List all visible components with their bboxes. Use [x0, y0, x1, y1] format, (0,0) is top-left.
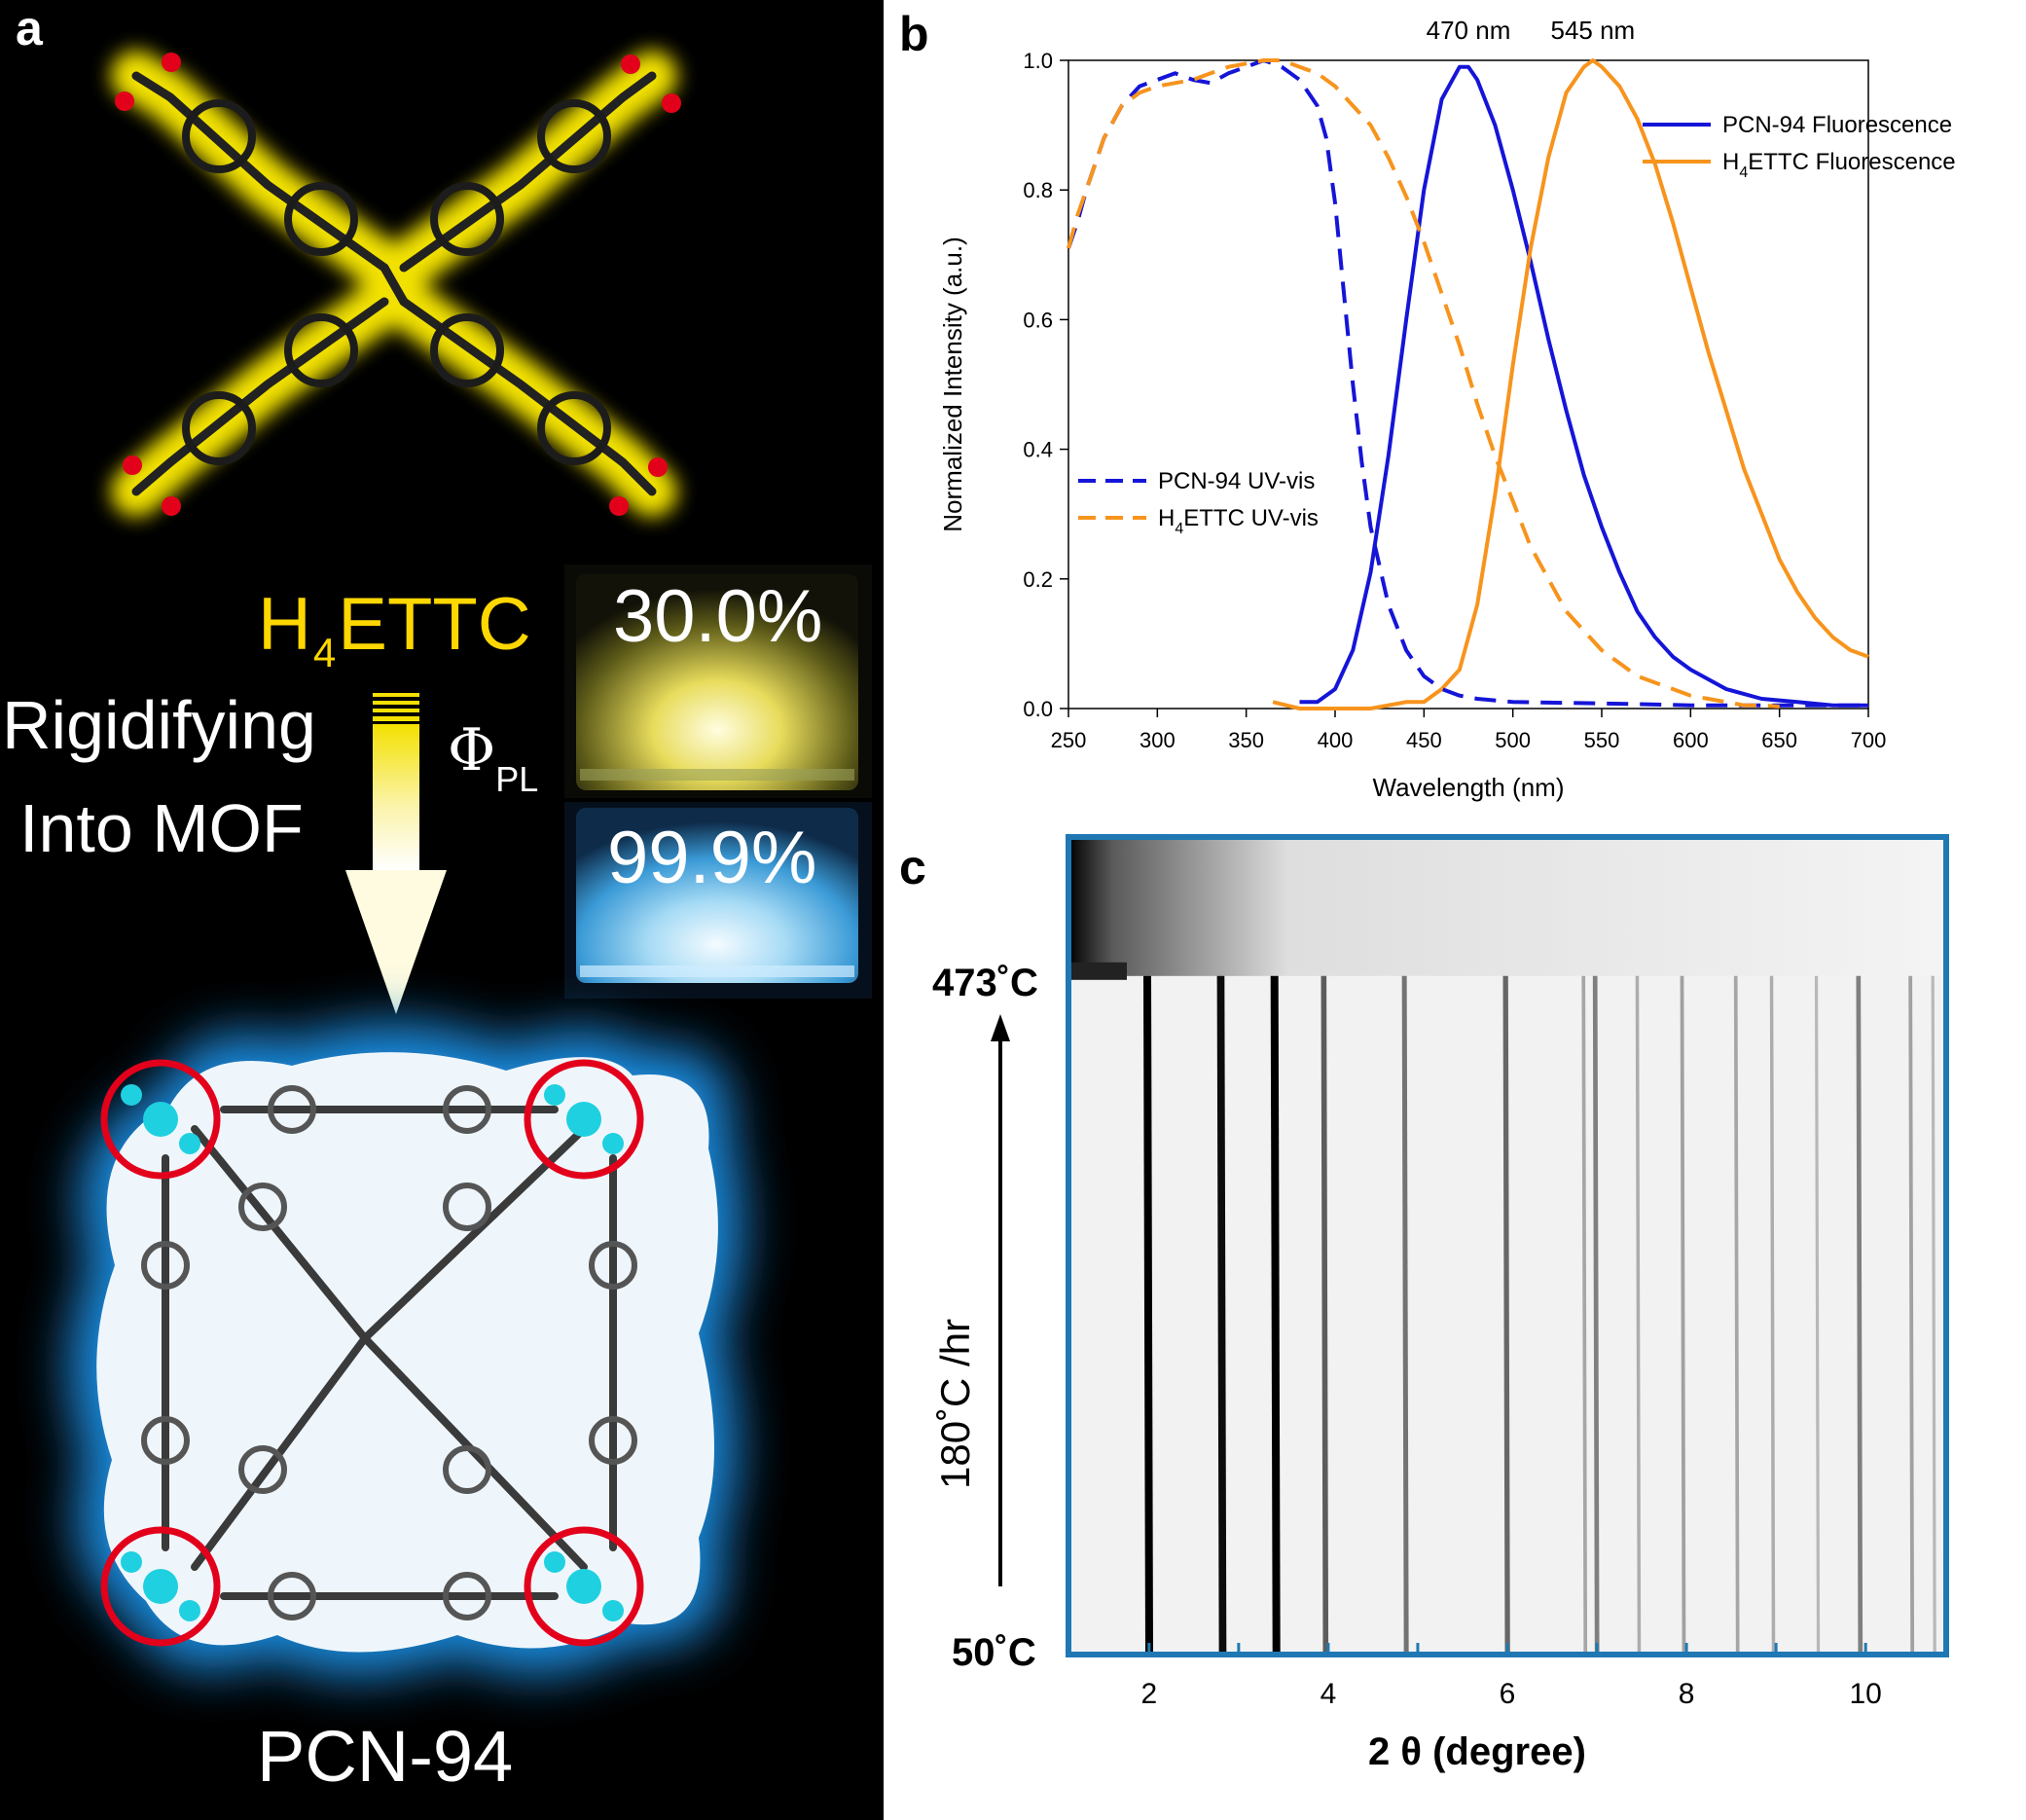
panel-a-letter: a: [16, 1, 43, 55]
plot-frame: [1067, 59, 1869, 710]
diffraction-peak-13: [1814, 975, 1821, 1656]
diffraction-peak-15: [1908, 975, 1915, 1656]
ligand-name-rest: ETTC: [338, 583, 531, 666]
diffraction-peak-10: [1680, 975, 1686, 1656]
x-tick-label: 600: [1673, 728, 1709, 752]
diffraction-peak-4: [1321, 975, 1329, 1656]
y-tick-label: 0.6: [1023, 308, 1053, 332]
vial-ligand-photo: [564, 564, 872, 798]
legend-label-rest: ETTC UV-vis: [1183, 505, 1319, 531]
x-tick-label: 450: [1406, 728, 1442, 752]
process-label-line1: Rigidifying: [2, 687, 316, 763]
diffraction-peak-8: [1592, 975, 1600, 1656]
zr-cluster-top-left: [100, 1059, 221, 1180]
diffraction-peak-12: [1769, 975, 1776, 1656]
y-tick-label: 0.8: [1023, 178, 1053, 202]
legend-center-left: PCN-94 UV-vis H4ETTC UV-vis: [1078, 468, 1319, 537]
x-tick-label: 300: [1140, 728, 1176, 752]
diffraction-peak-11: [1733, 975, 1740, 1656]
diffraction-peak-1: [1142, 975, 1153, 1656]
peak-annotation-1: 470 nm: [1427, 16, 1511, 45]
series-line-4: [1067, 58, 1780, 709]
panel-b-letter: b: [899, 7, 929, 61]
process-label-line2: Into MOF: [19, 790, 304, 866]
diffraction-peak-3: [1270, 975, 1281, 1656]
process-arrow: [345, 693, 447, 1014]
zr-cluster-bottom-right: [524, 1526, 644, 1647]
legend-label-subscript: 4: [1175, 521, 1183, 537]
legend-label: PCN-94 Fluorescence: [1722, 112, 1952, 138]
diffraction-peak-6: [1502, 975, 1510, 1656]
x-tick-label: 6: [1500, 1678, 1516, 1710]
x-tick-label: 250: [1051, 728, 1087, 752]
x-tick-label: 4: [1321, 1678, 1337, 1710]
series-line-1: [1299, 64, 1868, 708]
transition-band: [1068, 962, 1127, 980]
pxrd-heatmap: 2 4 6 8 10: [991, 834, 1949, 1710]
ligand-molecule-image: [111, 51, 681, 517]
diffraction-peak-2: [1216, 975, 1227, 1656]
x-tick-label: 500: [1495, 728, 1531, 752]
legend-label: H4ETTC Fluorescence: [1722, 149, 1956, 181]
quantum-yield-symbol: ΦPL: [448, 716, 538, 800]
ligand-name-subscript: 4: [312, 630, 337, 675]
panel-c-letter: c: [899, 840, 926, 894]
legend-label: PCN-94 UV-vis: [1158, 468, 1315, 494]
x-axis-title: Wavelength (nm): [1373, 773, 1565, 802]
ligand-name-prefix: H: [258, 583, 311, 666]
x-tick-label: 400: [1318, 728, 1354, 752]
legend-label-prefix: H: [1722, 149, 1739, 175]
x-tick-label: 350: [1228, 728, 1264, 752]
phi-symbol: Φ: [448, 716, 496, 784]
legend-label-rest: ETTC Fluorescence: [1748, 149, 1955, 175]
y-tick-label: 1.0: [1023, 49, 1053, 73]
x-tick-label: 8: [1679, 1678, 1695, 1710]
zr-cluster-top-right: [524, 1059, 644, 1180]
x-tick-label: 550: [1584, 728, 1620, 752]
phi-subscript: PL: [495, 759, 539, 799]
x-tick-label: 2: [1140, 1678, 1157, 1710]
diffraction-peak-7: [1581, 975, 1588, 1656]
zr-cluster-bottom-left: [100, 1526, 221, 1647]
diffraction-peak-9: [1635, 975, 1642, 1656]
amorphous-region: [1068, 837, 1946, 976]
vial-mof-photo: [564, 802, 872, 999]
panel-a-artwork: [69, 51, 872, 1677]
x-tick-label: 700: [1851, 728, 1887, 752]
y-tick-label: 0.4: [1023, 438, 1053, 462]
diffraction-peak-14: [1856, 975, 1863, 1656]
diffraction-peak-16: [1931, 975, 1936, 1656]
legend-label-prefix: H: [1158, 505, 1175, 531]
quantum-yield-ligand: 30.0%: [613, 575, 823, 658]
spectra-chart: 250 300 350 400 450 500 550 600 650 700 0.0 0.2 0.4 0…: [938, 16, 1956, 802]
mof-structure-image: [69, 1023, 742, 1677]
mof-name-label: PCN-94: [257, 1716, 514, 1797]
peak-annotation-2: 545 nm: [1550, 16, 1635, 45]
series-line-2: [1272, 58, 1869, 710]
temperature-high-label: 473˚C: [932, 962, 1038, 1004]
legend-label-subscript: 4: [1739, 164, 1748, 181]
legend-label: H4ETTC UV-vis: [1158, 505, 1319, 537]
temperature-low-label: 50˚C: [952, 1631, 1036, 1674]
heating-rate-label: 180˚C /hr: [932, 1318, 978, 1489]
heatmap-x-axis-title: 2 θ (degree): [1368, 1730, 1586, 1773]
panel-a: [0, 0, 884, 1820]
y-tick-label: 0.2: [1023, 567, 1053, 592]
quantum-yield-mof: 99.9%: [607, 817, 817, 899]
y-tick-label: 0.0: [1023, 697, 1053, 721]
ligand-name-label: H4ETTC: [258, 588, 531, 673]
series-line-3: [1067, 58, 1868, 708]
y-axis-title: Normalized Intensity (a.u.): [938, 237, 967, 531]
temperature-arrow-head: [991, 1014, 1010, 1041]
legend-top-right: PCN-94 Fluorescence H4ETTC Fluorescence: [1643, 112, 1956, 181]
diffraction-peak-5: [1401, 975, 1409, 1656]
x-tick-label: 10: [1849, 1678, 1881, 1710]
x-tick-label: 650: [1761, 728, 1797, 752]
